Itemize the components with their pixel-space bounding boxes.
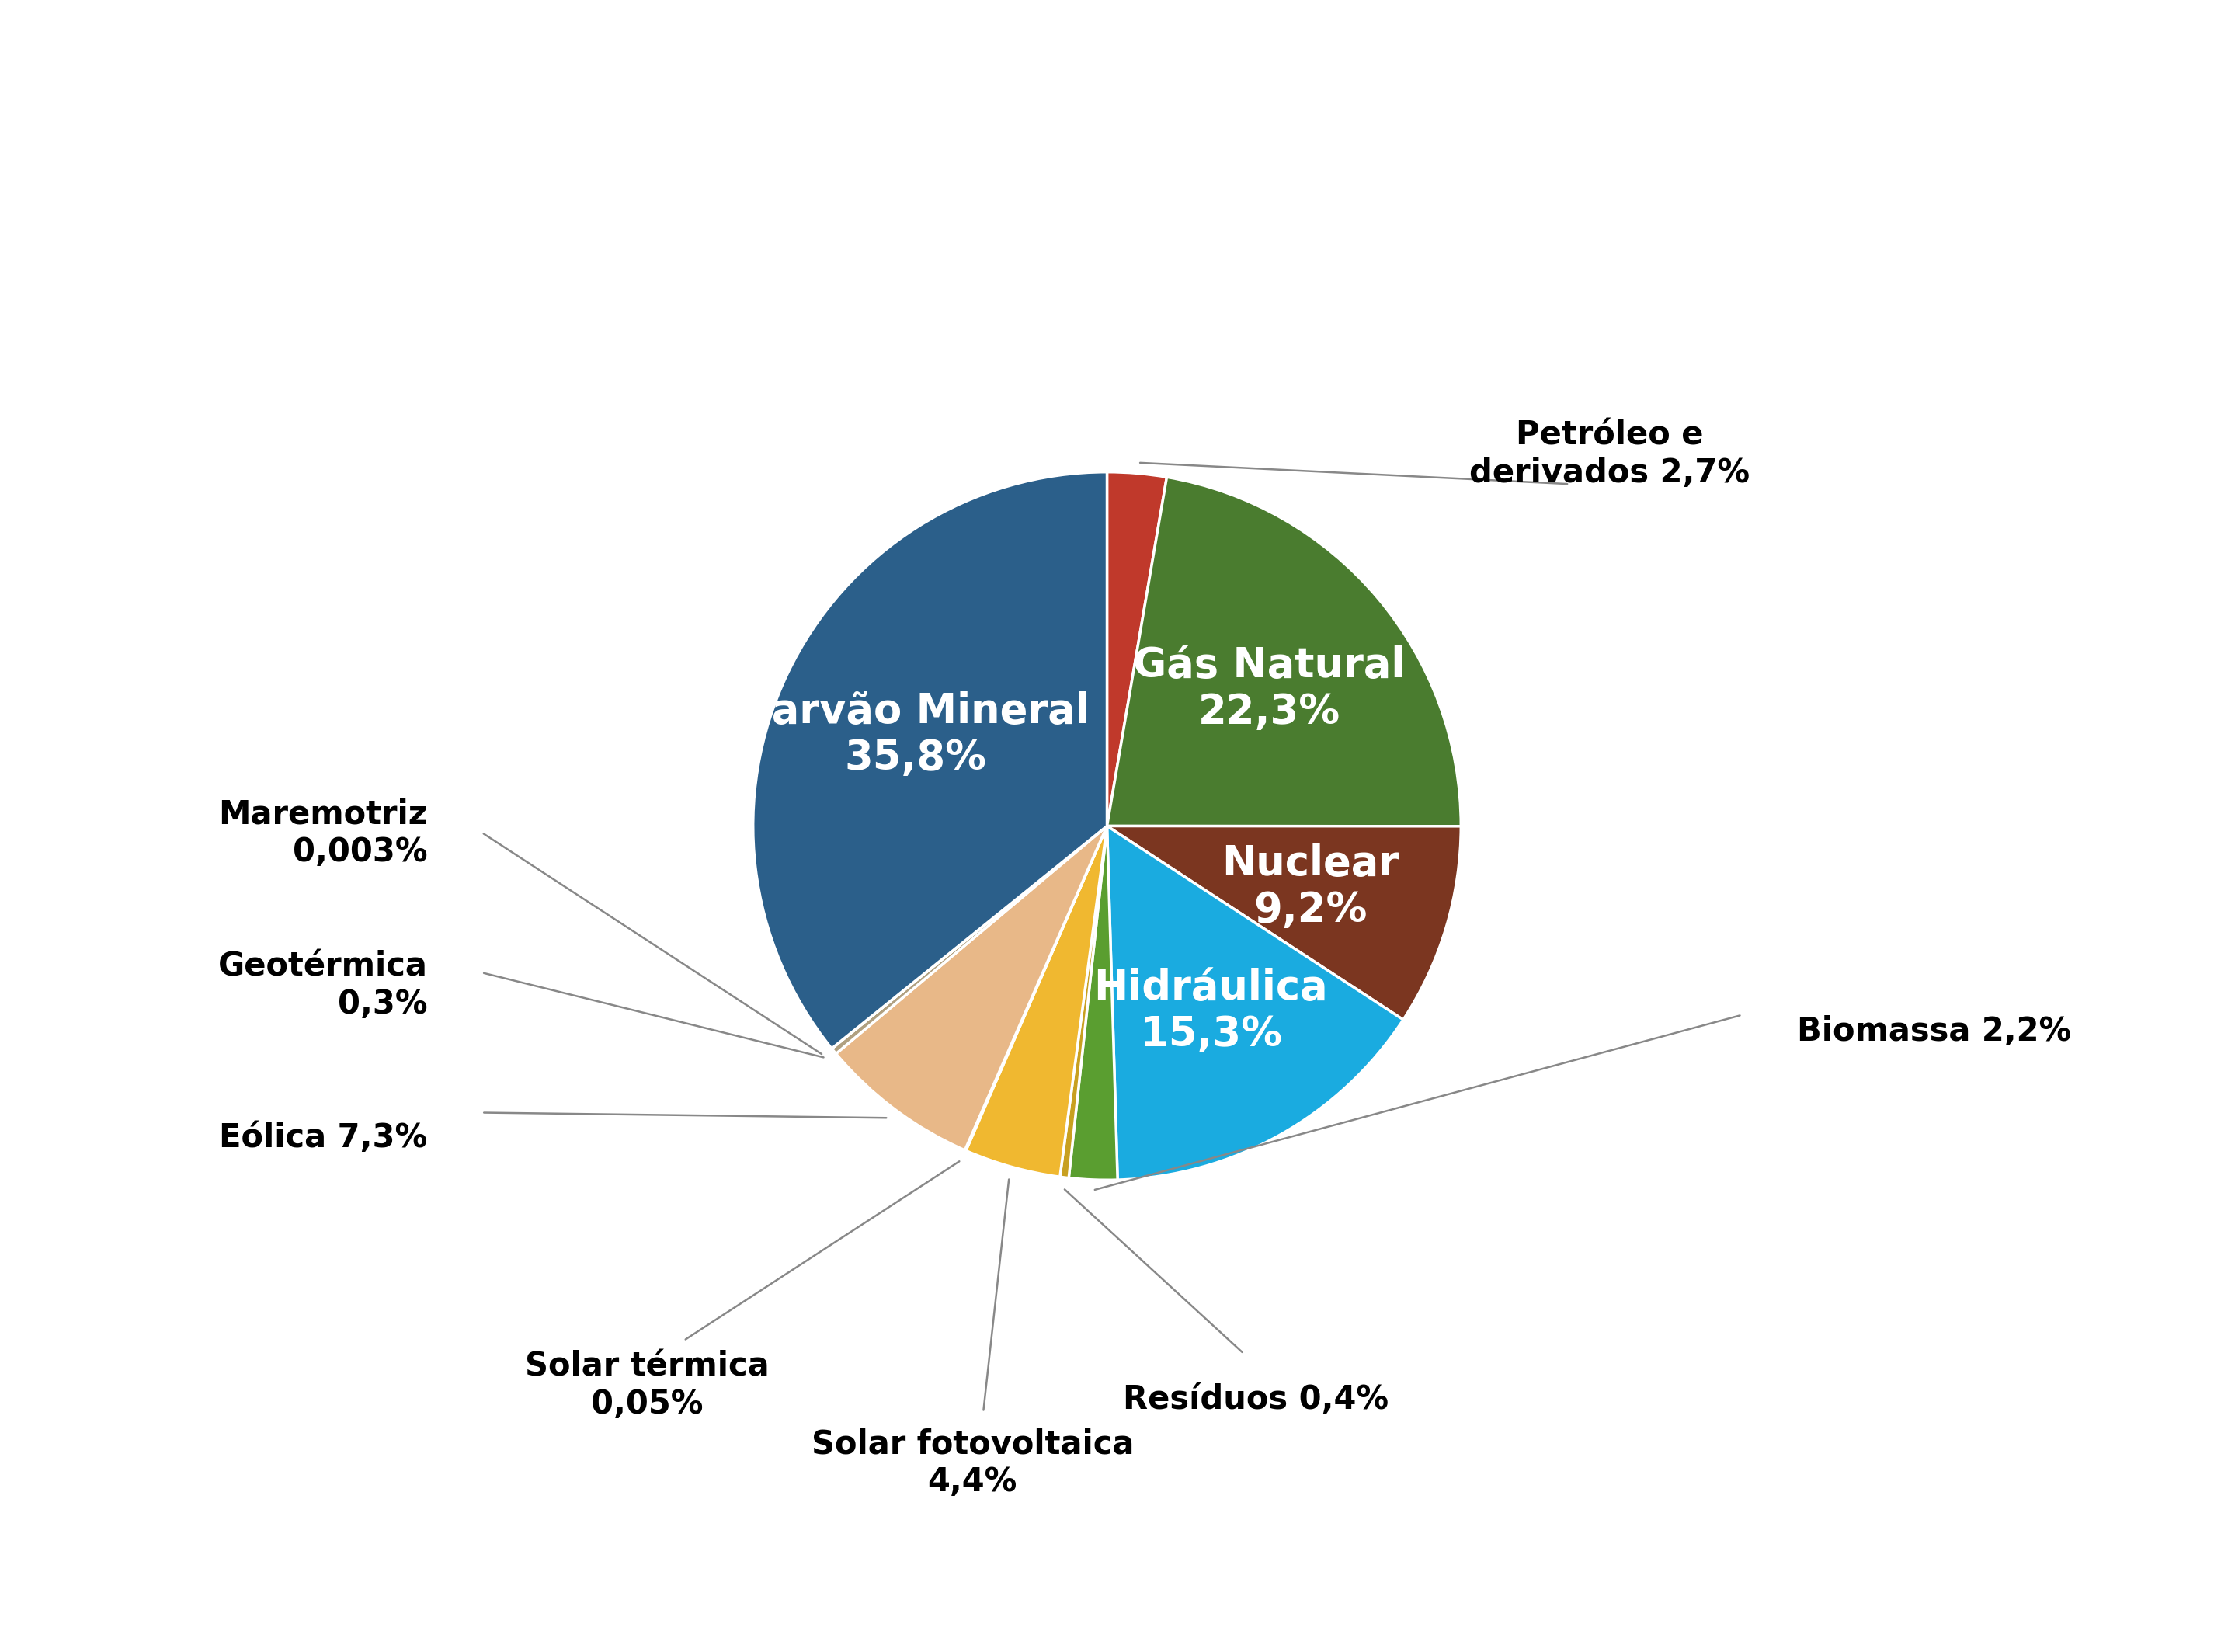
Text: Geotérmica
0,3%: Geotérmica 0,3% — [217, 950, 427, 1021]
Text: Maremotriz
0,003%: Maremotriz 0,003% — [219, 798, 427, 869]
Text: Carvão Mineral
35,8%: Carvão Mineral 35,8% — [742, 691, 1089, 778]
Wedge shape — [965, 826, 1107, 1151]
Text: Solar fotovoltaica
4,4%: Solar fotovoltaica 4,4% — [810, 1427, 1134, 1498]
Wedge shape — [1107, 477, 1461, 826]
Wedge shape — [1107, 826, 1461, 1019]
Text: Gás Natural
22,3%: Gás Natural 22,3% — [1134, 646, 1406, 733]
Text: Nuclear
9,2%: Nuclear 9,2% — [1222, 843, 1399, 930]
Text: Petróleo e
derivados 2,7%: Petróleo e derivados 2,7% — [1470, 420, 1749, 489]
Wedge shape — [1107, 472, 1167, 826]
Text: Biomassa 2,2%: Biomassa 2,2% — [1798, 1014, 2072, 1047]
Wedge shape — [1061, 826, 1107, 1178]
Text: Resíduos 0,4%: Resíduos 0,4% — [1122, 1383, 1388, 1416]
Text: Eólica 7,3%: Eólica 7,3% — [219, 1122, 427, 1153]
Text: Hidráulica
15,3%: Hidráulica 15,3% — [1094, 968, 1328, 1056]
Wedge shape — [753, 472, 1107, 1049]
Wedge shape — [1107, 826, 1404, 1180]
Wedge shape — [965, 826, 1107, 1176]
Wedge shape — [1069, 826, 1118, 1180]
Wedge shape — [837, 826, 1107, 1150]
Wedge shape — [832, 826, 1107, 1054]
Text: Solar térmica
0,05%: Solar térmica 0,05% — [525, 1350, 768, 1421]
Wedge shape — [832, 826, 1107, 1049]
